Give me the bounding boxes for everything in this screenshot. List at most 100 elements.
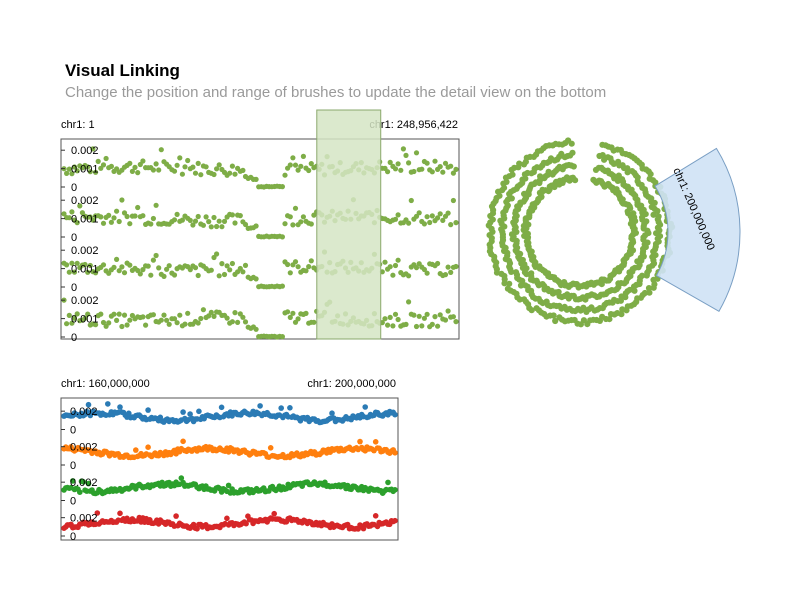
overview-point: [287, 314, 293, 320]
overview-point: [127, 160, 133, 166]
overview-point: [253, 223, 259, 229]
overview-point: [85, 269, 91, 275]
detail-point: [180, 438, 186, 445]
detail-point: [392, 517, 398, 524]
detail-y-tick-label: 0: [70, 531, 76, 543]
overview-point: [279, 234, 285, 240]
overview-point: [216, 162, 222, 168]
overview-point: [116, 218, 122, 225]
overview-point: [295, 316, 301, 322]
overview-point: [148, 221, 154, 227]
overview-point: [182, 164, 188, 170]
detail-point: [77, 489, 83, 496]
detail-point: [267, 445, 274, 451]
circular-point: [533, 305, 540, 312]
overview-point: [429, 213, 435, 219]
overview-point: [290, 310, 296, 316]
overview-point: [150, 312, 156, 318]
overview-point: [408, 197, 414, 204]
overview-point: [453, 263, 459, 270]
overview-points: [61, 146, 459, 340]
overview-point: [413, 213, 420, 219]
overview-point: [66, 166, 72, 172]
overview-point: [174, 162, 180, 168]
overview-y-tick-label: 0.001: [71, 214, 99, 226]
overview-point: [111, 311, 117, 317]
detail-point: [194, 526, 200, 532]
overview-point: [203, 214, 209, 220]
circular-points: [485, 137, 676, 328]
overview-point: [90, 146, 96, 152]
overview-point: [124, 213, 130, 220]
detail-point: [329, 410, 335, 417]
detail-point: [362, 404, 369, 410]
circular-point: [643, 272, 650, 279]
overview-point: [306, 264, 312, 270]
overview-point: [171, 272, 178, 278]
overview-y-tick-label: 0: [71, 232, 77, 244]
circular-point: [512, 269, 520, 276]
circular-point: [506, 280, 513, 287]
circular-brush[interactable]: [654, 147, 741, 312]
overview-point: [308, 221, 314, 227]
overview-point: [85, 164, 91, 170]
overview-point: [442, 272, 449, 278]
detail-point: [117, 510, 123, 517]
overview-point: [156, 167, 162, 173]
overview-point: [240, 314, 246, 320]
overview-point: [208, 309, 214, 315]
overview-point: [106, 212, 112, 218]
overview-y-tick-label: 0: [71, 182, 77, 194]
detail-y-ticks: 0.002 0 0.002 0 0.002 0 0.002 0: [61, 406, 98, 543]
overview-point: [292, 259, 299, 265]
overview-point: [224, 315, 230, 321]
overview-point: [421, 221, 427, 227]
overview-point: [77, 203, 83, 209]
overview-point: [440, 217, 446, 223]
overview-point: [93, 270, 99, 276]
overview-point: [229, 319, 235, 325]
overview-point: [229, 260, 235, 267]
overview-point: [282, 172, 288, 178]
detail-linear-track[interactable]: chr1: 160,000,000 chr1: 200,000,000 0.00…: [60, 378, 399, 543]
detail-point: [145, 444, 151, 451]
overview-point: [69, 171, 75, 177]
detail-point: [392, 411, 398, 418]
circular-point: [509, 171, 516, 178]
overview-point: [214, 166, 220, 172]
overview-point: [98, 214, 104, 220]
overview-point: [450, 170, 456, 176]
overview-point: [214, 251, 220, 257]
overview-linear-track[interactable]: chr1: 1 chr1: 248,956,422 0.0020.00100.0…: [60, 109, 460, 344]
overview-point: [285, 261, 291, 268]
overview-point: [140, 267, 146, 273]
overview-point: [203, 164, 209, 170]
overview-point: [395, 316, 401, 323]
overview-point: [300, 214, 306, 220]
detail-point: [225, 482, 232, 489]
detail-point: [224, 515, 230, 522]
overview-point: [132, 164, 138, 170]
detail-point: [85, 480, 92, 487]
detail-point: [70, 478, 76, 484]
overview-point: [66, 215, 72, 221]
overview-point: [395, 257, 401, 263]
overview-point: [156, 265, 162, 271]
overview-point: [229, 212, 235, 218]
overview-point: [216, 218, 222, 224]
overview-circular-track[interactable]: chr1: 200,000,000: [485, 137, 741, 328]
overview-point: [416, 210, 422, 216]
overview-point: [71, 269, 78, 275]
detail-y-tick-label: 0: [70, 425, 76, 437]
overview-point: [87, 262, 93, 269]
detail-point: [117, 404, 123, 410]
overview-point: [198, 172, 204, 178]
detail-point: [287, 405, 293, 411]
overview-point: [219, 261, 225, 267]
overview-point: [182, 321, 188, 327]
overview-linear-brush[interactable]: [316, 109, 382, 340]
overview-point: [119, 323, 125, 330]
overview-point: [290, 155, 296, 161]
overview-point: [82, 315, 88, 321]
